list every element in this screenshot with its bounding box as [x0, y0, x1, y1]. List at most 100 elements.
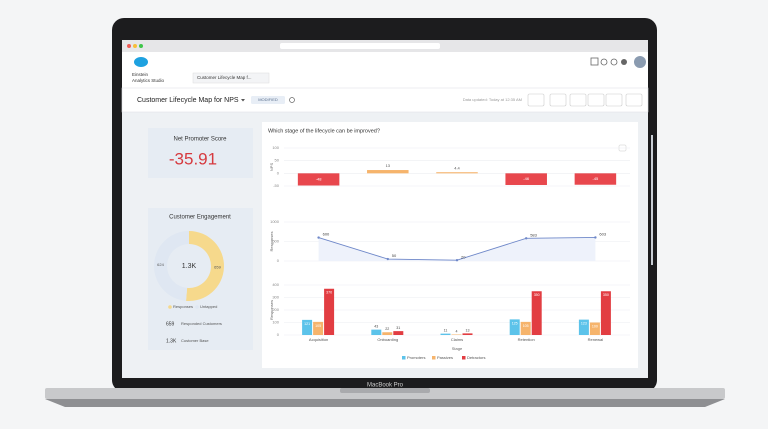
bar: [451, 334, 462, 335]
app-name: Einstein: [132, 72, 149, 77]
engagement-title: Customer Engagement: [169, 215, 231, 221]
value-label: 370: [326, 291, 332, 295]
logo[interactable]: [134, 57, 148, 67]
tab[interactable]: [192, 72, 270, 84]
y-tick-label: 100: [272, 145, 279, 150]
value-label: 4.4: [454, 165, 460, 170]
badge: [251, 96, 285, 104]
x-tick-label: Renewal: [588, 337, 604, 342]
y-tick-label: 0: [277, 332, 280, 337]
donut-slice: [154, 231, 189, 301]
pin-button[interactable]: [605, 93, 623, 107]
value-label: 350: [534, 293, 540, 297]
x-axis-title: Stage: [452, 346, 463, 351]
legend-label: Promoters: [407, 355, 425, 360]
bar: [313, 321, 324, 335]
x-tick-label: Acquisition: [309, 337, 328, 342]
bar: [520, 321, 531, 335]
y-tick-label: 400: [272, 282, 279, 287]
value-label: 22: [385, 327, 389, 331]
y-tick-label: 0: [277, 170, 280, 175]
toolbar-buttons: [527, 93, 643, 107]
value-label: 603: [599, 232, 606, 237]
dashboard-title: Customer Lifecycle Map for NPS: [137, 97, 239, 104]
share-button[interactable]: [587, 93, 605, 107]
notifications-icon[interactable]: [621, 59, 627, 65]
y-tick-label: 0: [277, 258, 280, 263]
legend-label: Detractors: [467, 355, 485, 360]
value-label: 4: [456, 329, 458, 333]
clip-button[interactable]: [569, 93, 587, 107]
value-label: 20: [461, 254, 466, 259]
value-label: 11: [444, 329, 448, 333]
slice-label: 624: [157, 262, 164, 267]
y-tick-label: 200: [272, 307, 279, 312]
donut-center: 1.3K: [182, 263, 197, 270]
y-axis-title: NPS: [269, 163, 274, 172]
bar: [302, 319, 313, 335]
y-tick-label: 100: [272, 320, 279, 325]
bar: [509, 319, 520, 335]
donut-slice: [186, 231, 225, 301]
bar: [393, 331, 404, 335]
y-axis-title: Responses: [269, 231, 274, 251]
y-tick-label: 50: [275, 158, 280, 163]
scrollbar[interactable]: [651, 135, 653, 265]
value-label: 50: [392, 253, 397, 258]
value-label: 583: [530, 232, 537, 237]
more-button[interactable]: [625, 93, 643, 107]
bar: [589, 322, 600, 335]
value-label: 350: [603, 293, 609, 297]
stat-value: 659: [166, 321, 175, 327]
panel-title: Which stage of the lifecycle can be impr…: [268, 128, 380, 134]
help-icon[interactable]: [600, 58, 608, 66]
stat-value: 1.3K: [166, 338, 177, 344]
legend-swatch: [462, 356, 466, 360]
url-bar[interactable]: [280, 43, 440, 49]
legend-swatch: [195, 305, 199, 309]
point: [525, 237, 528, 240]
legend-label: Passives: [437, 355, 453, 360]
point: [317, 236, 320, 239]
window-close[interactable]: [127, 44, 131, 48]
bar: [371, 329, 382, 335]
bar: [324, 288, 335, 335]
legend-swatch: [432, 356, 436, 360]
value-label: 105: [523, 324, 529, 328]
y-tick-label: 1000: [270, 219, 280, 224]
bar: [367, 170, 409, 174]
nps-card: [148, 128, 253, 178]
avatar[interactable]: [634, 56, 646, 68]
apps-icon[interactable]: [590, 57, 599, 66]
refresh-icon[interactable]: [289, 97, 295, 103]
nps-value: -35.91: [169, 149, 217, 168]
value-label: -45: [593, 176, 600, 181]
settings-icon[interactable]: [610, 58, 618, 66]
app-name: Analytics Studio: [132, 78, 165, 83]
bar: [531, 291, 542, 335]
title-dropdown[interactable]: [241, 99, 245, 102]
value-label: 100: [592, 324, 598, 328]
bar: [578, 319, 589, 335]
tab-label[interactable]: Customer Lifecycle Map f...: [197, 75, 252, 80]
legend-swatch: [402, 356, 406, 360]
y-tick-label: -50: [273, 183, 280, 188]
window-minimize[interactable]: [133, 44, 137, 48]
bar: [297, 173, 340, 186]
point: [386, 257, 389, 261]
value-label: 105: [315, 324, 321, 328]
bar: [462, 333, 473, 335]
edit-button[interactable]: [527, 93, 545, 107]
laptop-base-edge: [45, 399, 725, 407]
x-tick-label: Claims: [451, 337, 463, 342]
bar: [436, 172, 478, 174]
bar: [574, 173, 617, 185]
slice-label: 659: [214, 264, 221, 269]
save-button[interactable]: [549, 93, 567, 107]
bar: [600, 291, 611, 335]
stat-label: Responded Customers: [181, 321, 222, 326]
value-label: -46: [523, 176, 530, 181]
window-zoom[interactable]: [139, 44, 143, 48]
